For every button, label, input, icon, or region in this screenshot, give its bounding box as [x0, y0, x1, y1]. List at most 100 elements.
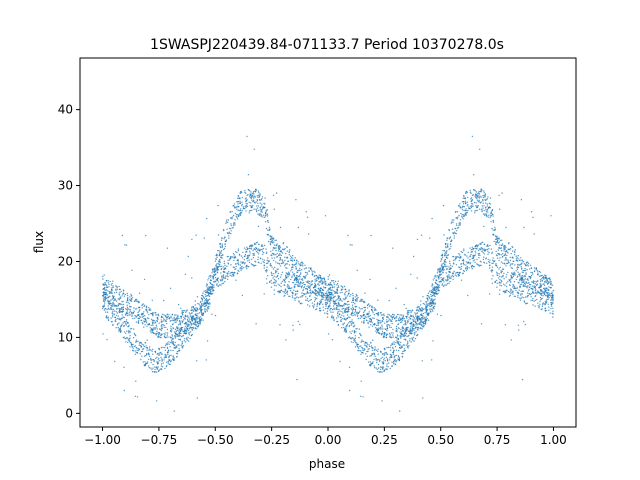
data-point [240, 213, 242, 215]
data-point [318, 289, 320, 291]
data-point [407, 340, 409, 343]
data-point [247, 194, 249, 196]
data-point [509, 265, 511, 267]
data-point [400, 328, 402, 331]
data-point [469, 259, 471, 261]
data-point [107, 305, 109, 307]
data-point [457, 216, 459, 218]
data-point [500, 261, 502, 263]
data-point [501, 192, 503, 194]
data-point [403, 338, 405, 341]
data-point [429, 300, 431, 302]
data-point [315, 278, 317, 280]
data-point [314, 286, 316, 289]
data-point [386, 315, 388, 317]
data-point [452, 278, 454, 281]
data-point [214, 273, 217, 275]
data-point [324, 215, 327, 217]
data-point [400, 314, 403, 316]
data-point [462, 197, 464, 199]
data-point [213, 284, 215, 286]
data-point [125, 308, 127, 310]
data-point [255, 201, 257, 203]
data-point [172, 349, 174, 352]
data-point [424, 305, 427, 307]
data-point [220, 255, 223, 257]
data-point [166, 332, 169, 334]
data-point [144, 363, 147, 365]
data-point [316, 305, 318, 308]
data-point [500, 276, 503, 278]
data-point [523, 263, 525, 265]
data-point [255, 210, 258, 213]
data-point [318, 287, 320, 289]
data-point [125, 312, 128, 315]
data-point [430, 303, 433, 305]
data-point [218, 265, 220, 267]
data-point [461, 215, 463, 217]
data-point [301, 296, 303, 298]
data-point [269, 235, 271, 237]
data-point [340, 299, 342, 301]
data-point [118, 318, 120, 321]
data-point [303, 276, 305, 278]
data-point [371, 349, 374, 351]
data-point [198, 318, 201, 320]
data-point [122, 316, 124, 318]
data-point [190, 323, 193, 325]
data-point [107, 316, 109, 318]
data-point [140, 319, 142, 321]
data-point [383, 359, 385, 361]
data-point [425, 306, 428, 308]
data-point [173, 410, 175, 412]
data-point [121, 234, 124, 237]
data-point [178, 333, 180, 335]
data-point [152, 324, 154, 326]
data-point [449, 264, 452, 267]
data-point [552, 299, 554, 302]
data-point [433, 287, 436, 290]
data-point [233, 259, 235, 262]
data-point [452, 276, 455, 278]
data-point [299, 323, 301, 326]
data-point [119, 291, 121, 293]
data-point [377, 350, 379, 352]
data-point [405, 315, 407, 318]
data-point [474, 245, 477, 247]
data-point [484, 195, 486, 198]
data-point [484, 214, 486, 217]
data-point [474, 254, 476, 256]
data-point [125, 338, 127, 340]
data-point [357, 347, 360, 349]
data-point [121, 295, 123, 297]
data-point [510, 278, 512, 280]
data-point [398, 327, 400, 330]
data-point [204, 293, 206, 296]
data-point [154, 366, 156, 368]
data-point [450, 240, 452, 243]
data-point [396, 331, 398, 333]
data-point [112, 308, 115, 311]
data-point [429, 305, 431, 308]
data-point [194, 327, 197, 330]
data-point [183, 323, 186, 325]
data-point [227, 263, 230, 265]
data-point [337, 314, 339, 316]
data-point [392, 336, 394, 338]
data-point [275, 271, 277, 273]
data-point [165, 326, 167, 329]
data-point [140, 313, 143, 316]
data-point [388, 299, 390, 302]
data-point [448, 282, 450, 284]
data-point [448, 275, 450, 277]
data-point [106, 311, 109, 313]
data-point [211, 283, 213, 286]
data-point [302, 288, 305, 291]
data-point [295, 279, 297, 281]
data-point [373, 352, 375, 354]
data-point [404, 333, 406, 335]
data-point [177, 324, 180, 326]
data-point [426, 294, 428, 297]
data-point [237, 258, 239, 261]
data-point [517, 292, 519, 295]
